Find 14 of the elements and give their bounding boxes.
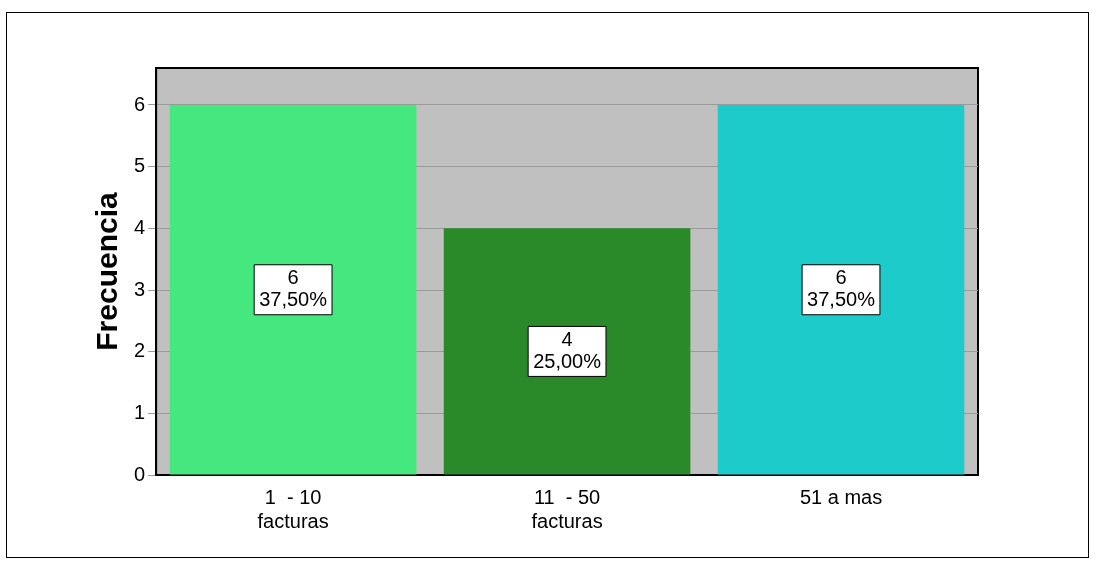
y-tick-label: 1 — [134, 400, 146, 423]
y-axis-title: Frecuencia — [90, 191, 124, 351]
data-label: 6 37,50% — [259, 266, 328, 311]
data-label: 6 37,50% — [807, 266, 876, 311]
x-tick-label: 11 - 50 facturas — [531, 485, 603, 532]
y-tick-label: 3 — [134, 277, 146, 300]
y-tick-label: 2 — [134, 339, 146, 362]
data-label: 4 25,00% — [533, 327, 602, 372]
y-tick-label: 4 — [134, 215, 146, 238]
y-tick-label: 5 — [134, 154, 146, 177]
y-tick-label: 0 — [134, 462, 146, 485]
x-tick-label: 51 a mas — [799, 485, 883, 508]
x-tick-label: 1 - 10 facturas — [257, 485, 329, 532]
y-tick-label: 6 — [134, 92, 146, 115]
